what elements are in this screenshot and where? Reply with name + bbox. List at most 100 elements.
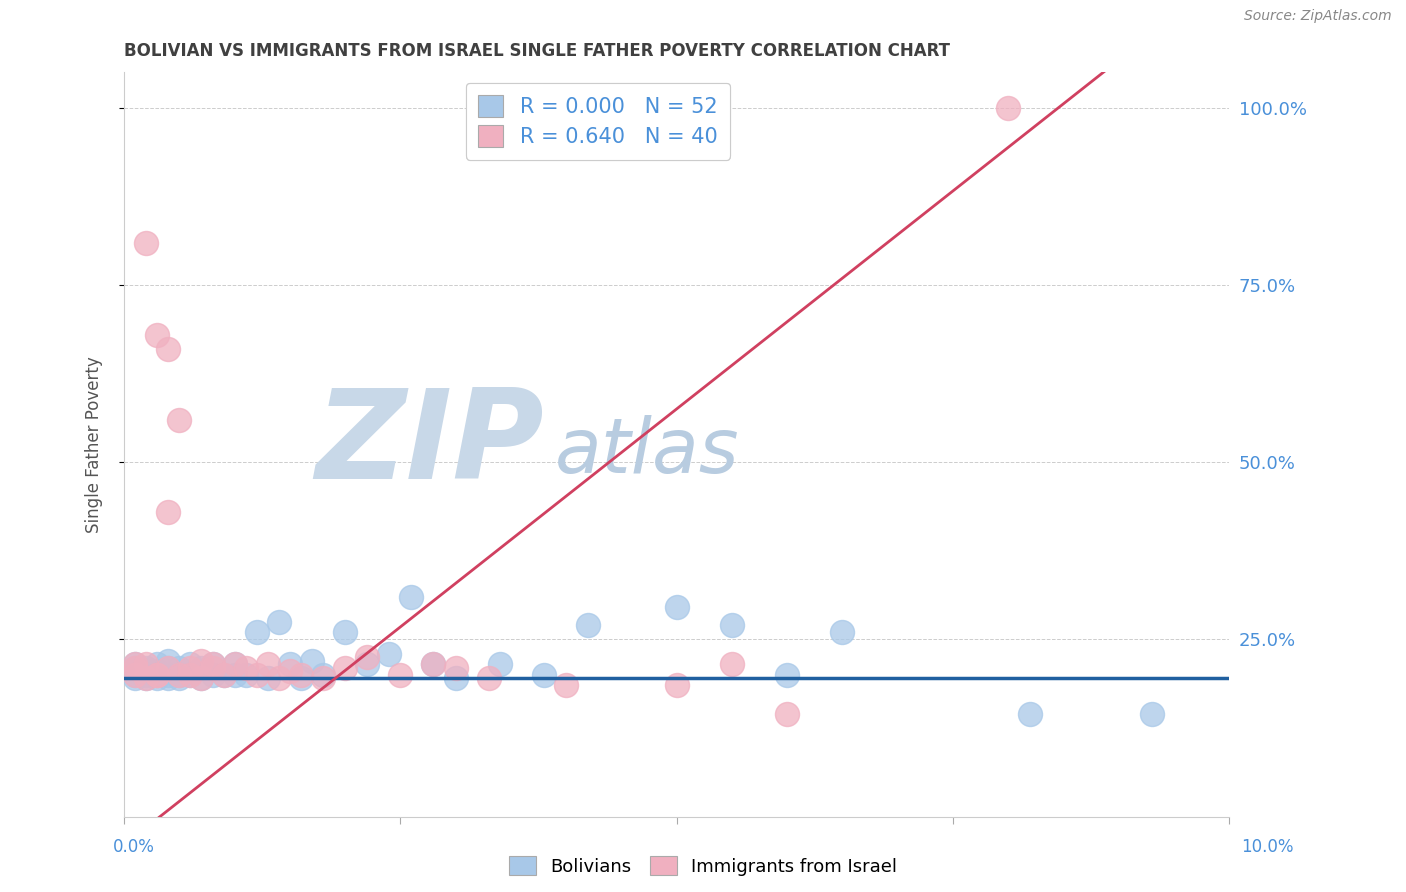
Point [776, 706, 799, 721]
Point [146, 327, 169, 342]
Point [301, 654, 323, 668]
Point [356, 650, 378, 665]
Point [267, 615, 290, 629]
Text: BOLIVIAN VS IMMIGRANTS FROM ISRAEL SINGLE FATHER POVERTY CORRELATION CHART: BOLIVIAN VS IMMIGRANTS FROM ISRAEL SINGL… [124, 42, 950, 60]
Point [157, 668, 180, 682]
Point [124, 665, 146, 679]
Point [135, 668, 157, 682]
Point [278, 665, 301, 679]
Point [278, 657, 301, 672]
Point [124, 661, 146, 675]
Legend: Bolivians, Immigrants from Israel: Bolivians, Immigrants from Israel [502, 849, 904, 883]
Point [356, 657, 378, 672]
Point [201, 661, 224, 675]
Point [290, 668, 312, 682]
Text: 0.0%: 0.0% [112, 838, 155, 855]
Point [124, 657, 146, 672]
Point [157, 505, 180, 519]
Point [665, 600, 688, 615]
Point [169, 668, 191, 682]
Point [201, 657, 224, 672]
Point [190, 654, 212, 668]
Point [212, 668, 235, 682]
Point [146, 671, 169, 685]
Point [146, 668, 169, 682]
Point [190, 671, 212, 685]
Point [212, 668, 235, 682]
Point [720, 618, 742, 632]
Point [333, 625, 356, 640]
Point [422, 657, 444, 672]
Point [776, 668, 799, 682]
Point [246, 625, 269, 640]
Point [157, 654, 180, 668]
Point [488, 657, 510, 672]
Point [665, 678, 688, 692]
Point [533, 668, 555, 682]
Point [124, 668, 146, 682]
Point [146, 668, 169, 682]
Point [1019, 706, 1042, 721]
Point [146, 665, 169, 679]
Point [422, 657, 444, 672]
Point [157, 342, 180, 356]
Point [124, 661, 146, 675]
Point [290, 671, 312, 685]
Text: ZIP: ZIP [315, 384, 544, 505]
Point [135, 235, 157, 250]
Point [179, 661, 201, 675]
Point [401, 590, 423, 604]
Point [124, 657, 146, 672]
Point [378, 647, 401, 661]
Point [235, 661, 257, 675]
Point [224, 657, 246, 672]
Point [997, 101, 1019, 115]
Point [124, 671, 146, 685]
Point [201, 657, 224, 672]
Y-axis label: Single Father Poverty: Single Father Poverty [86, 356, 103, 533]
Point [256, 657, 278, 672]
Point [246, 668, 269, 682]
Point [157, 661, 180, 675]
Point [235, 668, 257, 682]
Point [267, 671, 290, 685]
Point [179, 668, 201, 682]
Point [720, 657, 742, 672]
Point [146, 657, 169, 672]
Point [179, 668, 201, 682]
Point [157, 661, 180, 675]
Point [224, 657, 246, 672]
Point [444, 661, 467, 675]
Point [224, 668, 246, 682]
Point [190, 661, 212, 675]
Point [190, 671, 212, 685]
Legend: R = 0.000   N = 52, R = 0.640   N = 40: R = 0.000 N = 52, R = 0.640 N = 40 [465, 83, 730, 160]
Point [576, 618, 599, 632]
Point [1140, 706, 1163, 721]
Point [135, 671, 157, 685]
Point [201, 668, 224, 682]
Point [555, 678, 578, 692]
Point [478, 671, 501, 685]
Point [169, 668, 191, 682]
Point [169, 671, 191, 685]
Point [135, 661, 157, 675]
Point [312, 668, 335, 682]
Text: atlas: atlas [555, 415, 740, 489]
Point [444, 671, 467, 685]
Point [169, 412, 191, 426]
Point [312, 671, 335, 685]
Point [135, 657, 157, 672]
Point [146, 668, 169, 682]
Point [169, 661, 191, 675]
Point [179, 657, 201, 672]
Point [256, 671, 278, 685]
Point [124, 668, 146, 682]
Point [157, 671, 180, 685]
Text: 10.0%: 10.0% [1241, 838, 1294, 855]
Point [135, 671, 157, 685]
Point [389, 668, 412, 682]
Point [135, 665, 157, 679]
Text: Source: ZipAtlas.com: Source: ZipAtlas.com [1244, 9, 1392, 23]
Point [333, 661, 356, 675]
